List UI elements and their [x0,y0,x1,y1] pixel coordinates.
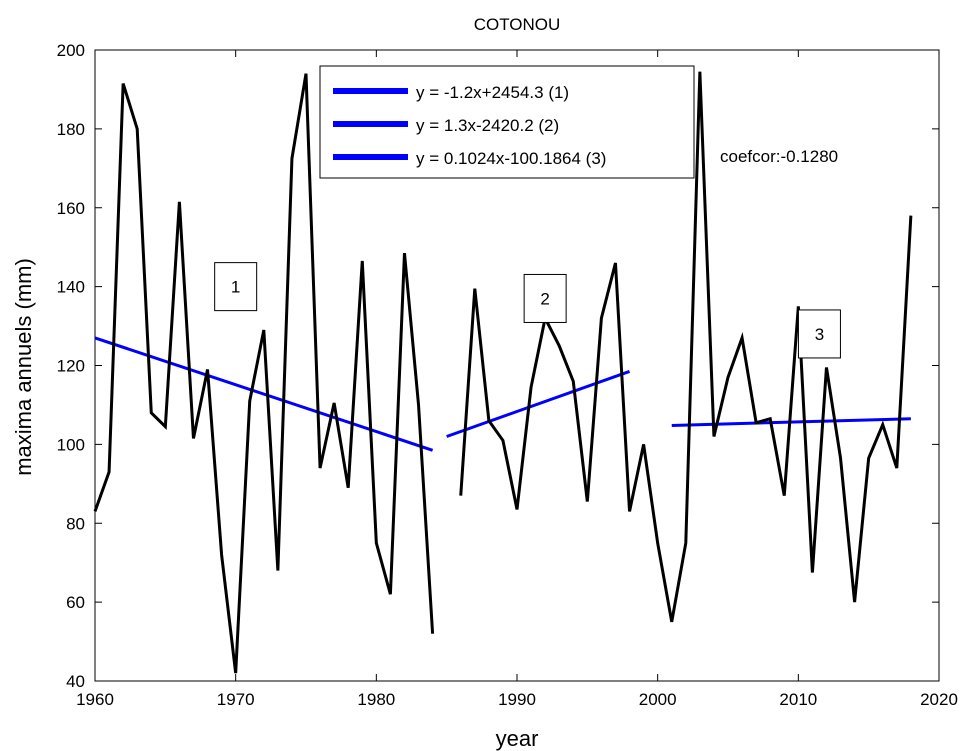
y-tick-label-160: 160 [57,199,85,218]
segment-labels: 1 2 3 [214,262,841,359]
y-tick-label-140: 140 [57,278,85,297]
x-tick-label-1980: 1980 [357,690,395,709]
y-tick-label-80: 80 [66,514,85,533]
segment-label-box-3 [797,309,841,359]
x-tick-label-2010: 2010 [779,690,817,709]
chart-title: COTONOU [474,15,561,34]
legend-label-trend-1: y = -1.2x+2454.3 (1) [416,83,569,102]
y-tick-label-100: 100 [57,435,85,454]
x-tick-label-1970: 1970 [217,690,255,709]
y-tick-label-60: 60 [66,593,85,612]
coefcor-label: coefcor:-0.1280 [720,147,838,166]
y-axis-title: maxima annuels (mm) [11,258,36,476]
legend-label-trend-3: y = 0.1024x-100.1864 (3) [416,149,606,168]
x-tick-label-1960: 1960 [76,690,114,709]
y-tick-label-200: 200 [57,41,85,60]
x-tick-label-2020: 2020 [920,690,958,709]
trend-lines [94,336,911,452]
segment-label-box-2 [523,273,567,323]
y-tick-label-180: 180 [57,120,85,139]
y-tick-label-40: 40 [66,672,85,691]
trend-line-1 [94,336,434,452]
y-tick-label-120: 120 [57,357,85,376]
legend-label-trend-2: y = 1.3x-2420.2 (2) [416,116,559,135]
series-line-1-segment-1 [93,73,435,674]
series-lines [93,71,913,674]
segment-label-box-1 [214,262,258,312]
segment-label-3: 3 [815,325,824,344]
segment-label-1: 1 [231,278,240,297]
x-tick-label-2000: 2000 [639,690,677,709]
trend-line-2 [446,370,631,438]
axis-ticks [94,49,940,682]
series-line-1-segment-2 [459,71,913,623]
legend: y = -1.2x+2454.3 (1) y = 1.3x-2420.2 (2)… [319,65,695,179]
segment-label-2: 2 [540,289,549,308]
trend-line-3 [671,417,911,427]
x-tick-label-1990: 1990 [498,690,536,709]
axis-tick-labels: 1960 1970 1980 1990 2000 2010 2020406080100120… [57,41,958,709]
x-axis-title: year [496,726,539,751]
